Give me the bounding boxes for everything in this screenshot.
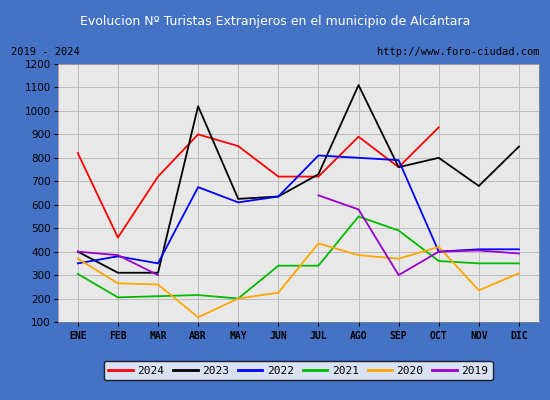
2020 bbox=[155, 282, 161, 287]
2020 bbox=[195, 315, 201, 320]
2022 bbox=[315, 153, 322, 158]
2024 bbox=[74, 151, 81, 156]
2020 bbox=[395, 256, 402, 261]
2023 bbox=[235, 196, 241, 201]
2022 bbox=[476, 247, 482, 252]
Line: 2020: 2020 bbox=[78, 244, 519, 317]
2020 bbox=[476, 288, 482, 293]
2023 bbox=[476, 184, 482, 188]
2019 bbox=[114, 253, 121, 258]
2023 bbox=[355, 83, 362, 88]
2023 bbox=[195, 104, 201, 109]
2022 bbox=[235, 200, 241, 205]
2022 bbox=[355, 156, 362, 160]
2023 bbox=[74, 249, 81, 254]
2023 bbox=[155, 270, 161, 275]
2021 bbox=[395, 228, 402, 233]
2020 bbox=[436, 244, 442, 249]
Text: 2019 - 2024: 2019 - 2024 bbox=[11, 47, 80, 57]
2022 bbox=[436, 249, 442, 254]
2024 bbox=[155, 174, 161, 179]
2024 bbox=[275, 174, 282, 179]
2020 bbox=[235, 296, 241, 301]
2024 bbox=[315, 174, 322, 179]
2020 bbox=[355, 253, 362, 258]
Text: Evolucion Nº Turistas Extranjeros en el municipio de Alcántara: Evolucion Nº Turistas Extranjeros en el … bbox=[80, 14, 470, 28]
2022 bbox=[74, 261, 81, 266]
2021 bbox=[195, 293, 201, 298]
2022 bbox=[114, 254, 121, 259]
2021 bbox=[476, 261, 482, 266]
2020 bbox=[275, 290, 282, 295]
2021 bbox=[275, 263, 282, 268]
2022 bbox=[195, 185, 201, 190]
2021 bbox=[74, 272, 81, 276]
2023 bbox=[275, 194, 282, 199]
2024 bbox=[436, 125, 442, 130]
2021 bbox=[355, 214, 362, 219]
2024 bbox=[395, 165, 402, 170]
2019 bbox=[74, 249, 81, 254]
2024 bbox=[355, 134, 362, 139]
Line: 2019: 2019 bbox=[78, 252, 158, 275]
2023 bbox=[395, 165, 402, 170]
2020 bbox=[516, 271, 522, 276]
Line: 2024: 2024 bbox=[78, 127, 439, 238]
2019 bbox=[155, 273, 161, 278]
2020 bbox=[74, 256, 81, 261]
Legend: 2024, 2023, 2022, 2021, 2020, 2019: 2024, 2023, 2022, 2021, 2020, 2019 bbox=[104, 361, 493, 380]
2024 bbox=[114, 235, 121, 240]
2023 bbox=[516, 144, 522, 149]
2020 bbox=[114, 281, 121, 286]
2021 bbox=[114, 295, 121, 300]
2021 bbox=[235, 296, 241, 301]
2023 bbox=[114, 270, 121, 275]
2023 bbox=[436, 156, 442, 160]
2021 bbox=[436, 259, 442, 264]
Text: http://www.foro-ciudad.com: http://www.foro-ciudad.com bbox=[377, 47, 539, 57]
2023 bbox=[315, 172, 322, 177]
2022 bbox=[516, 247, 522, 252]
2020 bbox=[315, 241, 322, 246]
2022 bbox=[155, 261, 161, 266]
2021 bbox=[155, 294, 161, 298]
Line: 2021: 2021 bbox=[78, 216, 519, 298]
2021 bbox=[315, 263, 322, 268]
2021 bbox=[516, 261, 522, 266]
2024 bbox=[235, 144, 241, 148]
Line: 2023: 2023 bbox=[78, 85, 519, 273]
2022 bbox=[275, 194, 282, 199]
Line: 2022: 2022 bbox=[78, 156, 519, 263]
2024 bbox=[195, 132, 201, 137]
2022 bbox=[395, 158, 402, 162]
